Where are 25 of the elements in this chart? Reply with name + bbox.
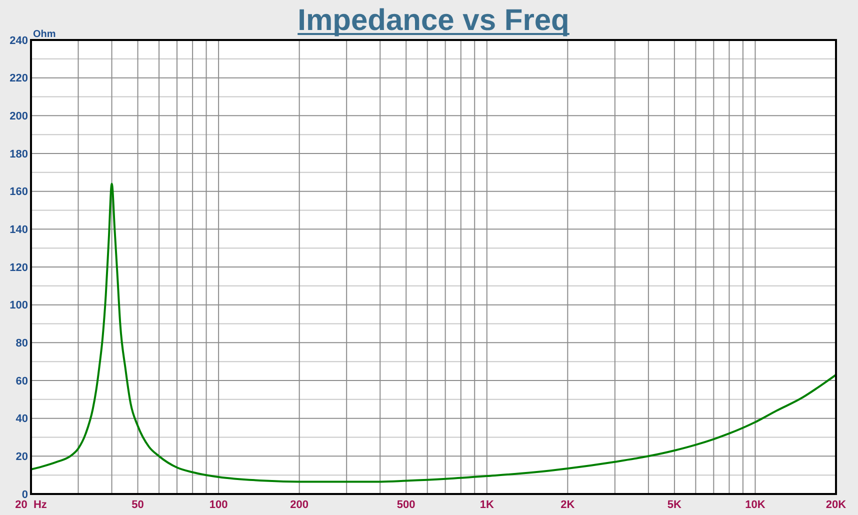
y-tick-label: 200 xyxy=(10,110,28,123)
chart-title: Impedance vs Freq xyxy=(298,4,570,37)
x-tick-label: 10K xyxy=(745,499,766,511)
x-tick-label: 20 Hz xyxy=(15,499,48,511)
y-tick-label: 160 xyxy=(10,186,28,198)
y-tick-label: 120 xyxy=(10,262,28,274)
y-tick-label: 100 xyxy=(10,300,28,312)
x-tick-label: 100 xyxy=(209,499,228,511)
x-tick-label: 5K xyxy=(667,499,682,511)
y-tick-label: 20 xyxy=(16,451,28,464)
x-tick-label: 50 xyxy=(132,499,144,511)
x-tick-label: 200 xyxy=(290,499,309,511)
y-tick-label: 0 xyxy=(22,488,28,501)
x-tick-label: 2K xyxy=(560,499,575,511)
x-tick-label: 500 xyxy=(396,499,416,511)
y-tick-label: 220 xyxy=(10,72,28,85)
y-tick-label: 240 xyxy=(10,34,28,47)
y-tick-label: 180 xyxy=(10,148,28,160)
y-tick-label: 140 xyxy=(10,224,28,236)
y-tick-label: 60 xyxy=(16,375,28,388)
y-tick-label: 40 xyxy=(16,413,28,426)
y-tick-label: 80 xyxy=(16,338,28,350)
y-axis-title: Ohm xyxy=(33,29,56,40)
x-tick-label: 1K xyxy=(480,499,494,511)
x-tick-label: 20K xyxy=(826,499,846,511)
